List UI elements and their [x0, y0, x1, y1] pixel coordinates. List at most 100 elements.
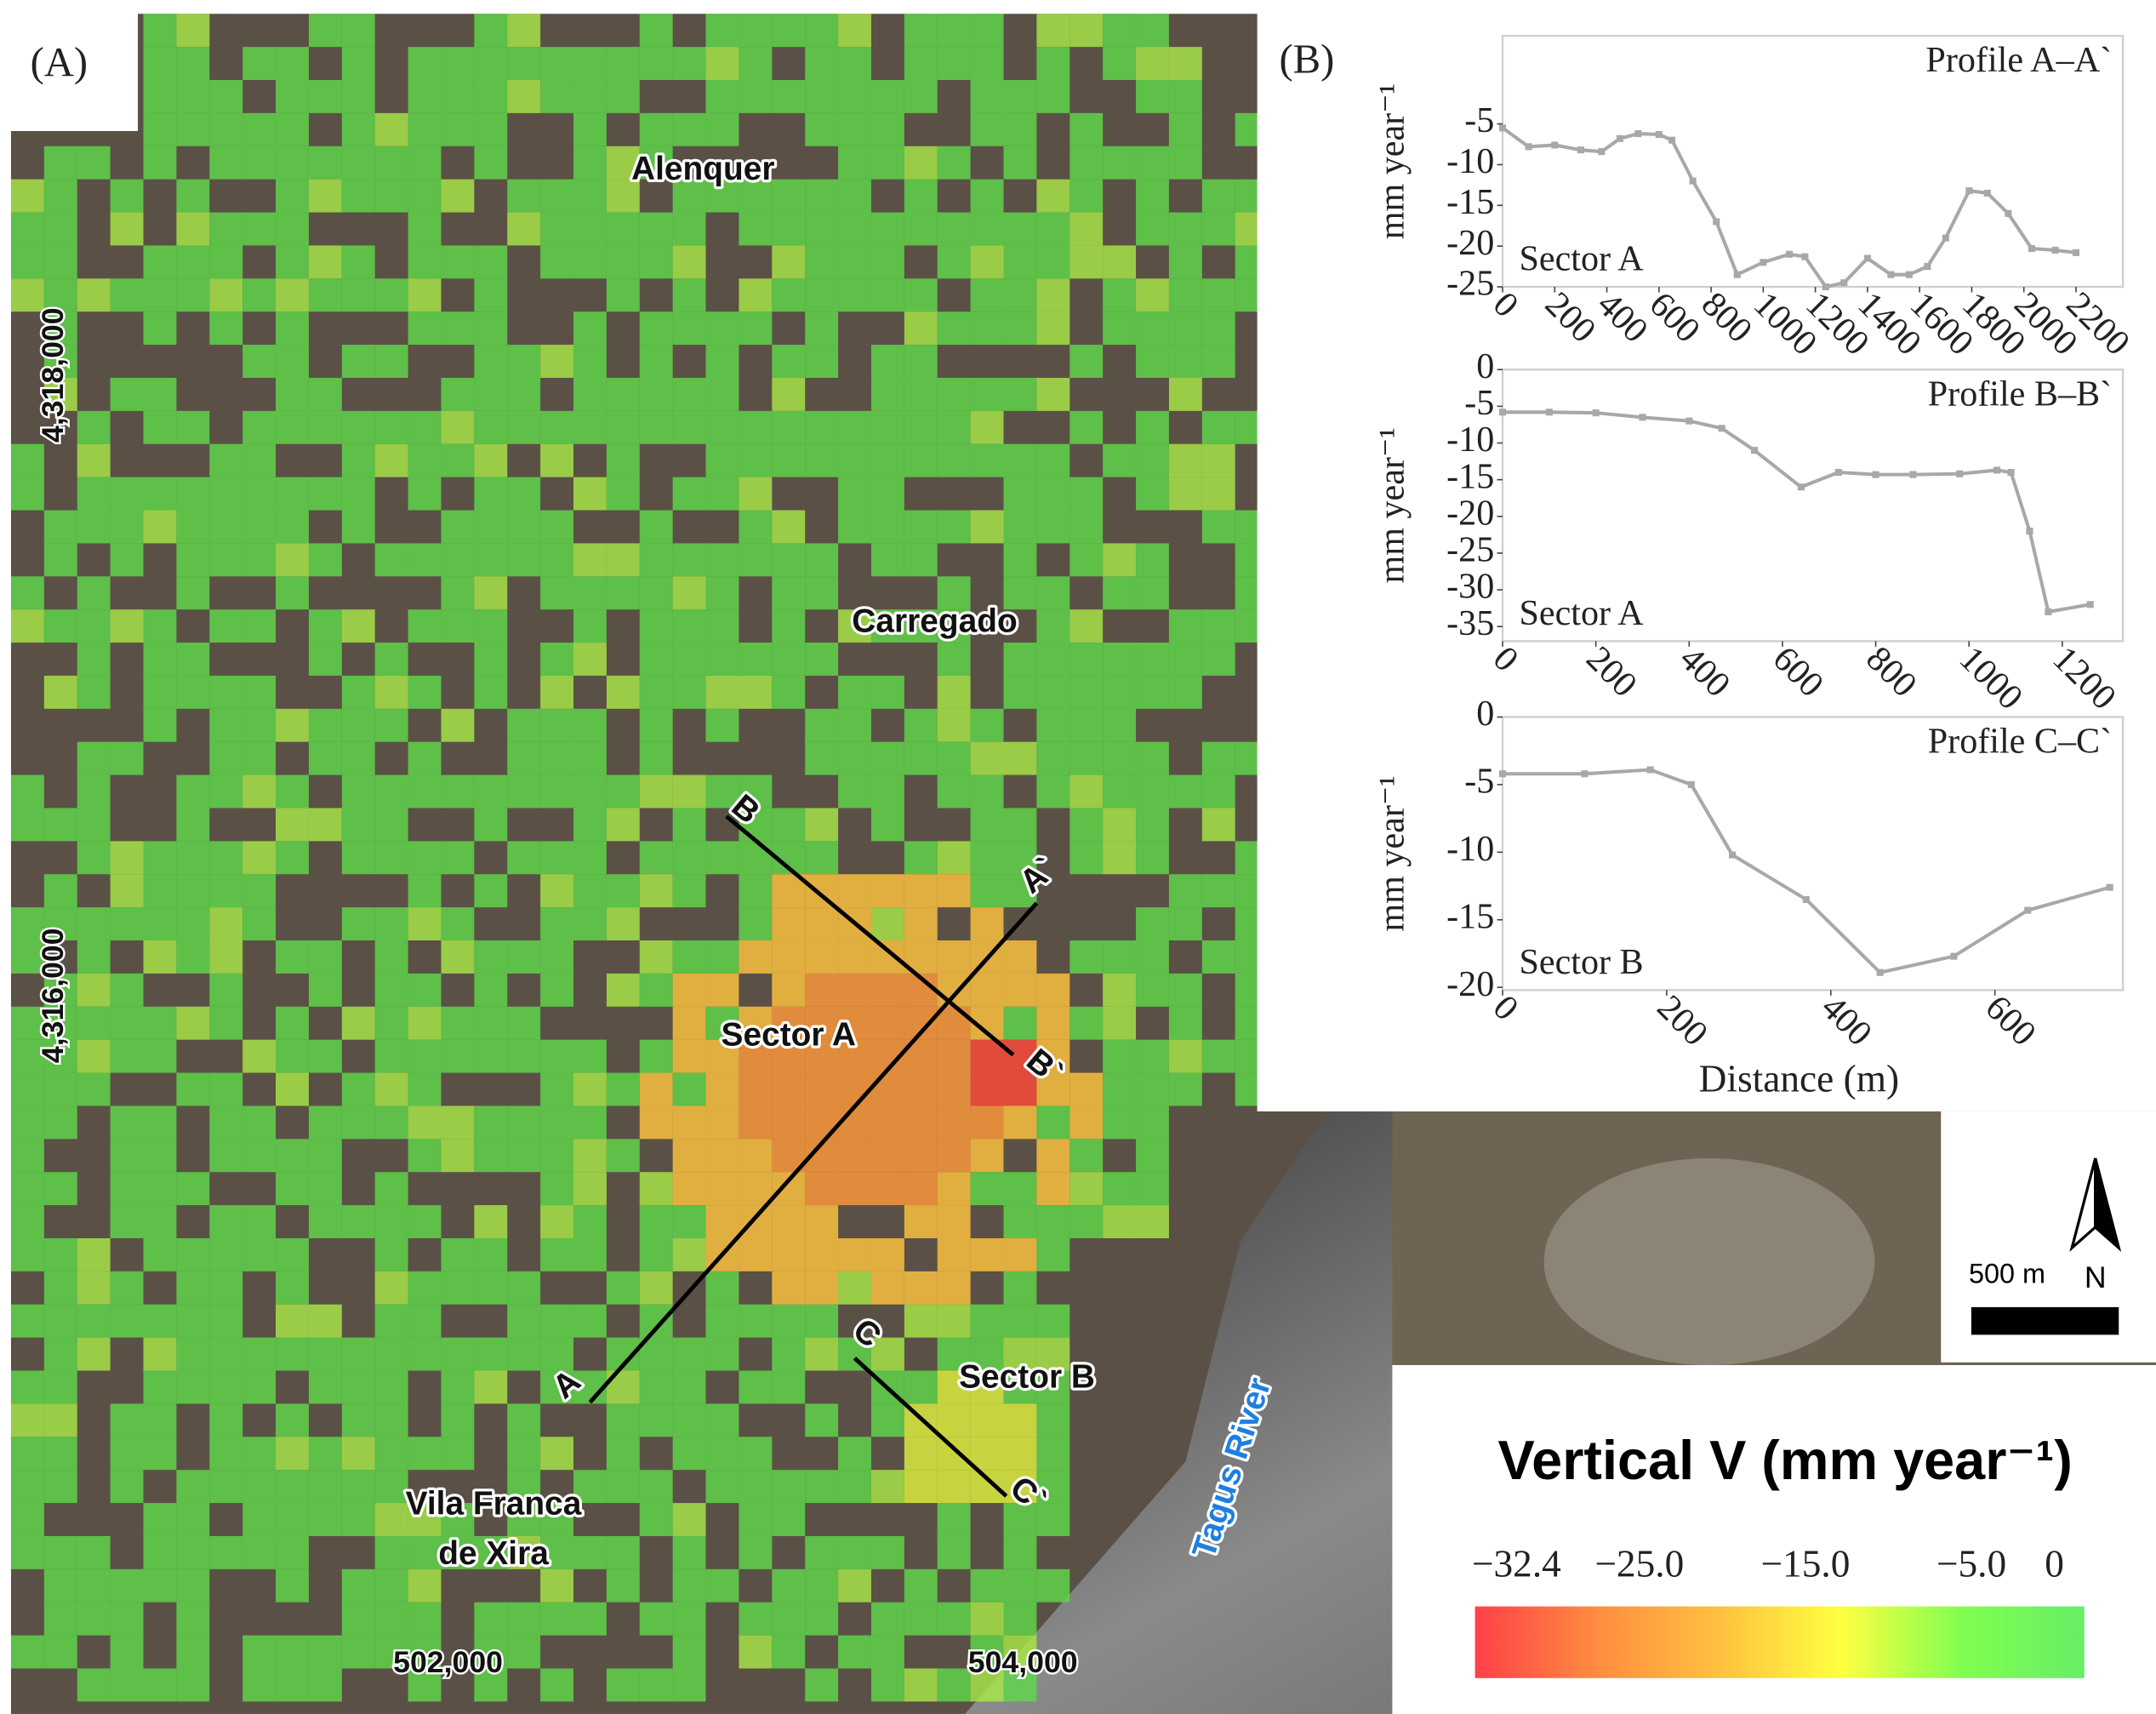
- insar-cell: [573, 146, 607, 180]
- insar-cell: [1136, 477, 1169, 511]
- insar-cell: [639, 212, 673, 246]
- insar-cell: [705, 14, 739, 48]
- insar-cell: [276, 1668, 309, 1702]
- insar-cell: [739, 1470, 773, 1504]
- insar-cell: [870, 774, 904, 808]
- label-box: [0, 0, 139, 131]
- insar-cell: [242, 708, 277, 742]
- insar-cell: [805, 1072, 839, 1106]
- insar-cell: [441, 510, 475, 544]
- insar-cell: [937, 410, 971, 444]
- insar-cell: [904, 443, 938, 477]
- insar-cell: [507, 1403, 541, 1437]
- insar-cell: [870, 146, 904, 180]
- colorbar-ticks: −32.4 −25.0 −15.0 −5.0 0: [1472, 1543, 2064, 1585]
- insar-cell: [474, 874, 508, 908]
- insar-cell: [374, 1470, 408, 1504]
- insar-cell: [242, 1503, 277, 1536]
- insar-cell: [308, 940, 342, 974]
- insar-cell: [43, 1337, 77, 1371]
- insar-cell: [276, 1403, 309, 1437]
- insar-cell: [143, 477, 177, 511]
- insar-cell: [507, 1635, 541, 1669]
- insar-cell: [606, 146, 640, 180]
- insar-cell: [507, 1106, 541, 1140]
- insar-cell: [176, 14, 210, 48]
- insar-cell: [507, 477, 541, 511]
- northing-label: 4,318,000: [36, 307, 70, 442]
- insar-cell: [474, 1635, 508, 1669]
- insar-cell: [441, 708, 475, 742]
- insar-cell: [970, 708, 1004, 742]
- insar-cell: [805, 1271, 839, 1305]
- insar-cell: [143, 1237, 177, 1271]
- insar-cell: [1069, 1205, 1104, 1238]
- y-axis-label: mm year⁻¹: [1372, 775, 1412, 931]
- insar-cell: [805, 1006, 839, 1040]
- insar-cell: [474, 1668, 508, 1702]
- insar-cell: [176, 907, 210, 941]
- insar-cell: [772, 1602, 806, 1636]
- insar-cell: [441, 1039, 475, 1073]
- insar-cell: [176, 543, 210, 577]
- insar-cell: [1003, 1403, 1037, 1437]
- insar-cell: [507, 1470, 541, 1504]
- insar-cell: [937, 14, 971, 48]
- profile-point: [2072, 249, 2080, 256]
- insar-cell: [441, 1139, 475, 1173]
- insar-cell: [176, 245, 210, 279]
- insar-cell: [341, 1106, 375, 1140]
- insar-cell: [540, 1370, 574, 1404]
- insar-cell: [904, 1568, 938, 1603]
- insar-cell: [739, 1172, 773, 1206]
- insar-cell: [1003, 278, 1037, 312]
- insar-cell: [870, 741, 904, 775]
- insar-cell: [772, 609, 806, 643]
- insar-cell: [705, 675, 739, 709]
- profile-point: [1801, 253, 1809, 260]
- profile-point: [1545, 409, 1553, 416]
- insar-cell: [772, 643, 806, 676]
- profile-point: [1887, 271, 1895, 278]
- insar-cell: [374, 1370, 408, 1404]
- insar-cell: [374, 708, 408, 742]
- insar-cell: [43, 1304, 77, 1338]
- insar-cell: [805, 808, 839, 842]
- insar-cell: [937, 1106, 971, 1140]
- insar-cell: [672, 1072, 706, 1106]
- insar-cell: [474, 278, 508, 312]
- profile-point: [2086, 601, 2094, 608]
- insar-cell: [573, 112, 607, 146]
- insar-cell: [672, 774, 706, 808]
- insar-cell: [705, 80, 739, 113]
- insar-cell: [805, 973, 839, 1007]
- insar-cell: [772, 410, 806, 444]
- insar-cell: [408, 179, 442, 213]
- insar-cell: [1201, 609, 1235, 643]
- insar-cell: [276, 708, 309, 742]
- insar-cell: [639, 708, 673, 742]
- insar-cell: [639, 1503, 673, 1536]
- insar-cell: [1136, 808, 1169, 842]
- insar-cell: [209, 1370, 243, 1404]
- insar-cell: [739, 179, 773, 213]
- insar-cell: [176, 1635, 210, 1669]
- insar-cell: [904, 874, 938, 908]
- insar-cell: [474, 1106, 508, 1140]
- insar-cell: [1168, 1039, 1202, 1073]
- insar-cell: [672, 841, 706, 875]
- insar-cell: [739, 874, 773, 908]
- insar-cell: [772, 1006, 806, 1040]
- insar-cell: [176, 410, 210, 444]
- insar-cell: [110, 874, 144, 908]
- insar-cell: [77, 973, 111, 1007]
- insar-cell: [970, 1072, 1004, 1106]
- insar-cell: [870, 1172, 904, 1206]
- insar-cell: [672, 477, 706, 511]
- place-label: Vila Franca: [406, 1486, 582, 1523]
- insar-cell: [209, 874, 243, 908]
- insar-cell: [408, 410, 442, 444]
- insar-cell: [805, 1568, 839, 1603]
- insar-cell: [1201, 278, 1235, 312]
- insar-cell: [242, 741, 277, 775]
